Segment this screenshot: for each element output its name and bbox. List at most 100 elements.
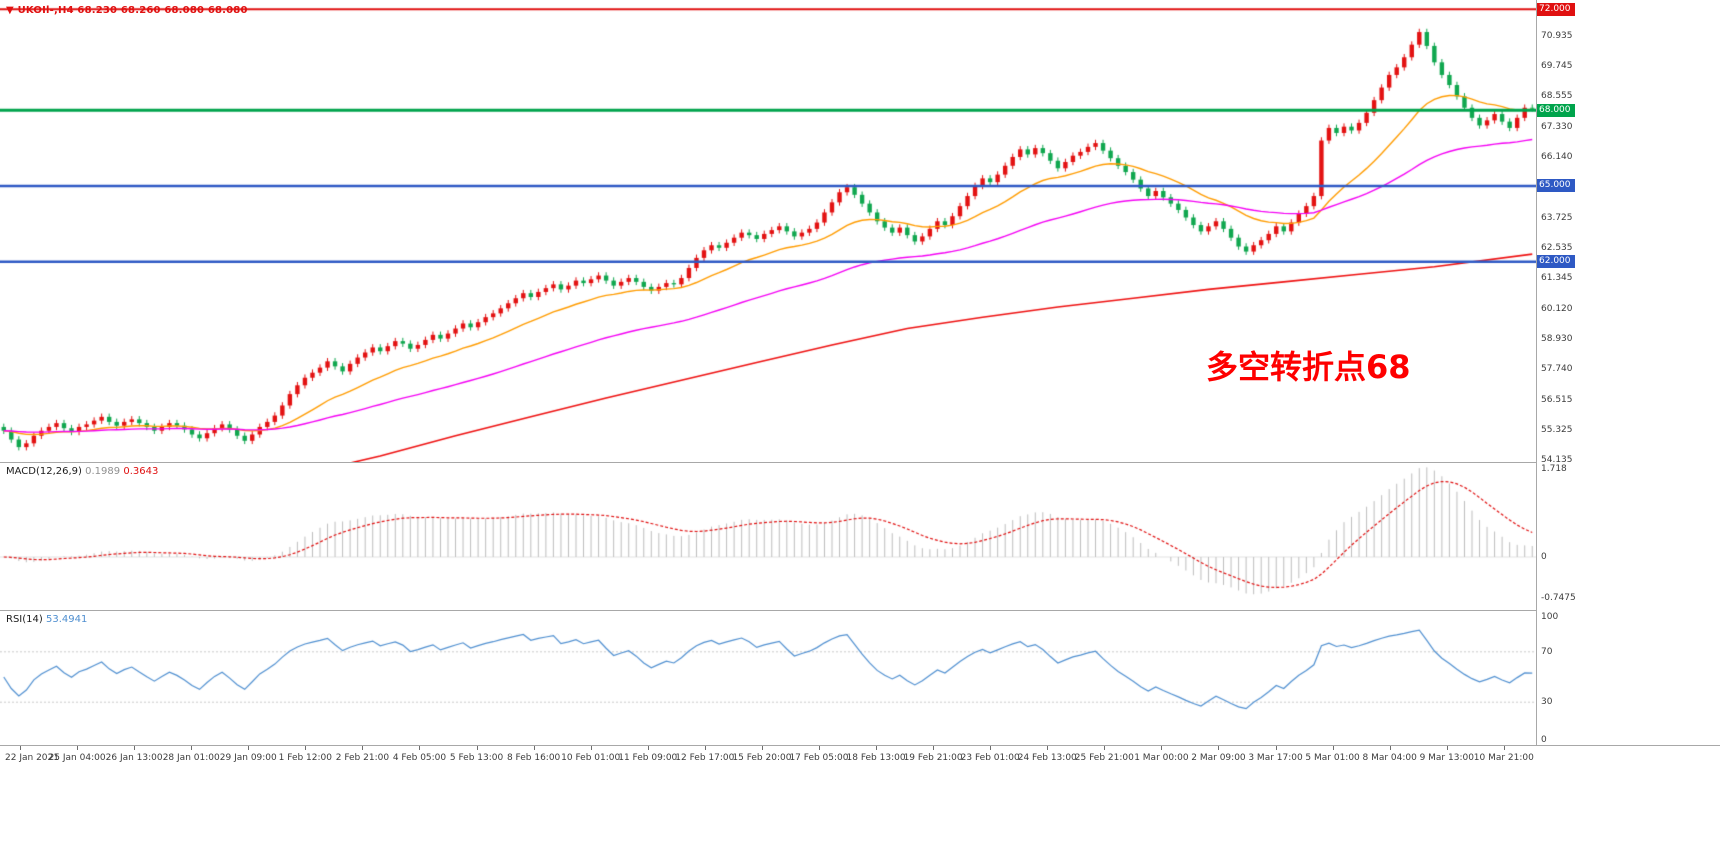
time-label: 8 Feb 16:00 — [506, 753, 561, 763]
macd-indicator-label: MACD(12,26,9) 0.1989 0.3643 — [6, 466, 158, 477]
macd-main-value: 0.1989 — [85, 466, 121, 477]
axis-label: -0.7475 — [1541, 592, 1576, 603]
time-tick — [419, 746, 421, 750]
symbol-ohlc-text: UKOIl-,H4 68.230 68.260 68.080 68.080 — [17, 5, 248, 16]
axis-label: 67.330 — [1541, 122, 1573, 133]
time-label: 3 Mar 17:00 — [1248, 753, 1303, 763]
rsi-pane: RSI(14) 53.4941 — [0, 611, 1536, 745]
axis-label: 54.135 — [1541, 455, 1573, 466]
price-pane: ▼ UKOIl-,H4 68.230 68.260 68.080 68.080 … — [0, 0, 1536, 462]
chart-annotation-text: 多空转折点68 — [1206, 348, 1411, 386]
direction-down-icon: ▼ — [6, 5, 14, 16]
price-line-tag: 65.000 — [1537, 179, 1575, 193]
time-label: 18 Feb 13:00 — [846, 753, 906, 763]
axis-label: 69.745 — [1541, 61, 1573, 72]
macd-canvas[interactable] — [0, 463, 1536, 610]
time-tick — [248, 746, 250, 750]
price-chart-canvas[interactable] — [0, 0, 1536, 462]
time-tick — [933, 746, 935, 750]
axis-label: 0 — [1541, 735, 1547, 745]
macd-name: MACD(12,26,9) — [6, 466, 82, 477]
time-tick — [761, 746, 763, 750]
time-tick — [818, 746, 820, 750]
rsi-name: RSI(14) — [6, 614, 43, 625]
time-label: 1 Mar 00:00 — [1134, 753, 1189, 763]
time-tick — [1275, 746, 1277, 750]
time-tick — [1332, 746, 1334, 750]
time-tick — [1104, 746, 1106, 750]
symbol-ohlc-label: ▼ UKOIl-,H4 68.230 68.260 68.080 68.080 — [6, 5, 248, 16]
axis-label: 61.345 — [1541, 273, 1573, 284]
axis-label: 63.725 — [1541, 213, 1573, 224]
macd-signal-value: 0.3643 — [123, 466, 159, 477]
pane-separator[interactable] — [0, 462, 1720, 463]
time-label: 15 Feb 20:00 — [732, 753, 792, 763]
price-line-tag: 72.000 — [1537, 2, 1575, 16]
time-tick — [1503, 746, 1505, 750]
time-tick — [191, 746, 193, 750]
time-tick — [305, 746, 307, 750]
time-label: 28 Jan 01:00 — [162, 753, 220, 763]
time-label: 11 Feb 09:00 — [618, 753, 678, 763]
time-tick — [590, 746, 592, 750]
axis-label: 55.325 — [1541, 425, 1573, 436]
time-tick — [1218, 746, 1220, 750]
time-tick — [20, 746, 21, 750]
time-tick — [362, 746, 364, 750]
time-label: 1 Feb 12:00 — [278, 753, 333, 763]
axis-label: 30 — [1541, 697, 1553, 708]
time-label: 22 Jan 2021 — [5, 753, 59, 763]
time-label: 19 Feb 21:00 — [903, 753, 963, 763]
time-tick — [647, 746, 649, 750]
time-label: 8 Mar 04:00 — [1362, 753, 1417, 763]
rsi-indicator-label: RSI(14) 53.4941 — [6, 614, 87, 625]
axis-label: 56.515 — [1541, 395, 1573, 406]
time-label: 23 Feb 01:00 — [960, 753, 1020, 763]
time-label: 9 Mar 13:00 — [1419, 753, 1474, 763]
time-label: 10 Feb 01:00 — [561, 753, 621, 763]
time-label: 29 Jan 09:00 — [219, 753, 277, 763]
time-tick — [1161, 746, 1163, 750]
time-tick — [704, 746, 706, 750]
time-label: 5 Mar 01:00 — [1305, 753, 1360, 763]
time-tick — [134, 746, 136, 750]
axis-label: 60.120 — [1541, 304, 1573, 315]
time-label: 25 Feb 21:00 — [1074, 753, 1134, 763]
time-label: 12 Feb 17:00 — [675, 753, 735, 763]
axis-label: 1.718 — [1541, 464, 1567, 474]
rsi-canvas[interactable] — [0, 611, 1536, 745]
axis-label: 100 — [1541, 612, 1559, 622]
time-label: 10 Mar 21:00 — [1473, 753, 1534, 763]
macd-pane: MACD(12,26,9) 0.1989 0.3643 — [0, 463, 1536, 610]
time-label: 24 Feb 13:00 — [1017, 753, 1077, 763]
time-tick — [990, 746, 992, 750]
axis-label: 68.555 — [1541, 91, 1573, 102]
time-tick — [476, 746, 478, 750]
time-tick — [1446, 746, 1448, 750]
rsi-value: 53.4941 — [45, 614, 88, 625]
axis-label: 62.535 — [1541, 243, 1573, 254]
time-tick — [533, 746, 535, 750]
time-axis[interactable]: 22 Jan 2021 25 Jan 04:00 26 Jan 13:00 28 Ja… — [0, 745, 1720, 769]
axis-label: 70 — [1541, 646, 1553, 657]
time-label: 4 Feb 05:00 — [392, 753, 447, 763]
pane-separator[interactable] — [0, 610, 1720, 611]
axis-label: 70.935 — [1541, 31, 1573, 42]
time-label: 17 Feb 05:00 — [789, 753, 849, 763]
time-label: 5 Feb 13:00 — [449, 753, 504, 763]
time-tick — [1047, 746, 1049, 750]
price-axis[interactable]: 70.935 69.745 68.555 67.330 66.140 63.725 62.5… — [1536, 0, 1720, 745]
time-tick — [876, 746, 878, 750]
price-line-tag: 68.000 — [1537, 103, 1575, 117]
price-line-tag: 62.000 — [1537, 255, 1575, 269]
axis-label: 66.140 — [1541, 152, 1573, 163]
axis-label: 58.930 — [1541, 334, 1573, 345]
axis-label: 0 — [1541, 552, 1547, 562]
axis-label: 57.740 — [1541, 364, 1573, 375]
time-label: 26 Jan 13:00 — [105, 753, 163, 763]
time-tick — [77, 746, 79, 750]
time-label: 2 Mar 09:00 — [1191, 753, 1246, 763]
time-label: 2 Feb 21:00 — [335, 753, 390, 763]
time-label: 25 Jan 04:00 — [48, 753, 106, 763]
